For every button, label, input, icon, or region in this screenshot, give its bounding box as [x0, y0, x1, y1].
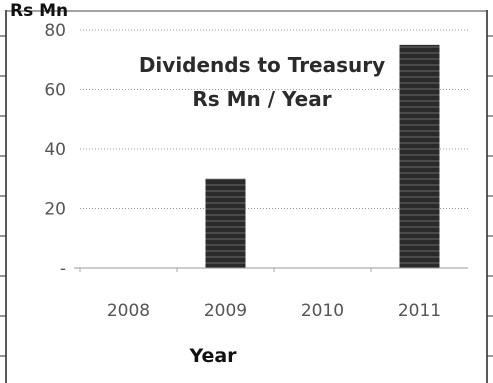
- bar-2011: [399, 44, 440, 268]
- y-tick-label: 60: [44, 81, 66, 101]
- chart-title-line-2: Rs Mn / Year: [192, 87, 331, 111]
- x-axis-label: Year: [188, 345, 237, 367]
- chart-title-line-1: Dividends to Treasury: [139, 53, 385, 77]
- x-tick-label: 2009: [204, 301, 247, 321]
- y-tick-label: 80: [44, 21, 66, 41]
- bars: [205, 44, 440, 268]
- x-axis-ticks: 2008 2009 2010 2011: [79, 268, 441, 321]
- x-tick-label: 2011: [398, 301, 441, 321]
- frame-side-ticks: [0, 35, 493, 357]
- y-tick-label: 40: [44, 140, 66, 160]
- y-tick-label: -: [60, 259, 66, 279]
- x-tick-label: 2010: [301, 301, 344, 321]
- x-tick-label: 2008: [107, 301, 150, 321]
- y-tick-label: 20: [44, 200, 66, 220]
- y-axis-label: Rs Mn: [10, 1, 68, 21]
- y-axis-ticks: 80 60 40 20 -: [44, 21, 66, 279]
- bar-2009: [205, 178, 246, 268]
